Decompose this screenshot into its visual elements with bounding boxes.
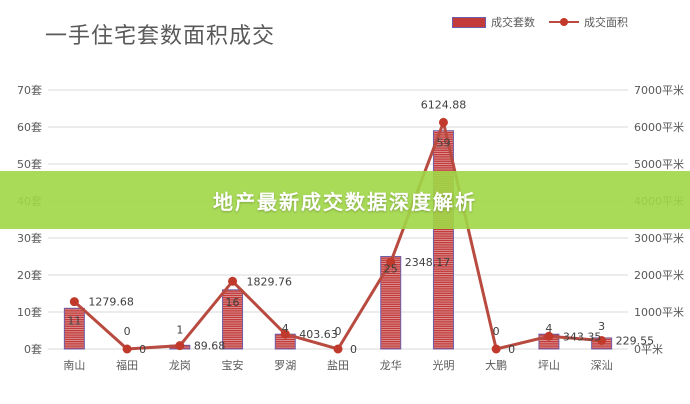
x-tick-label: 深汕 bbox=[591, 359, 613, 372]
line-data-label: 229.55 bbox=[616, 335, 655, 348]
y-right-tick-label: 2000平米 bbox=[634, 269, 684, 282]
y-right-tick-label: 5000平米 bbox=[634, 158, 684, 171]
bar-data-label: 3 bbox=[598, 320, 605, 333]
x-tick-label: 龙岗 bbox=[169, 359, 191, 372]
legend-line-swatch bbox=[549, 18, 579, 26]
bar bbox=[63, 307, 85, 350]
y-left-tick-label: 30套 bbox=[17, 232, 42, 245]
line-point bbox=[544, 331, 554, 341]
bar-data-label: 11 bbox=[67, 314, 81, 327]
bar-data-label: 0 bbox=[335, 325, 342, 338]
y-left-tick-label: 10套 bbox=[17, 306, 42, 319]
bar-data-label: 0 bbox=[124, 325, 131, 338]
x-tick-label: 光明 bbox=[432, 358, 454, 372]
chart-title: 一手住宅套数面积成交 bbox=[45, 24, 276, 49]
line-point bbox=[175, 341, 185, 351]
x-tick-label: 南山 bbox=[63, 359, 85, 372]
line-data-label: 1279.68 bbox=[88, 296, 134, 309]
x-tick-label: 福田 bbox=[116, 358, 138, 372]
bar-data-label: 59 bbox=[436, 137, 450, 150]
y-right-tick-label: 0平米 bbox=[634, 343, 663, 356]
y-left-tick-label: 50套 bbox=[17, 158, 42, 171]
line-point bbox=[333, 344, 343, 354]
line-data-label: 0 bbox=[508, 343, 515, 356]
bar-data-label: 25 bbox=[384, 263, 398, 276]
y-right-tick-label: 7000平米 bbox=[634, 84, 684, 97]
legend-bar-swatch bbox=[452, 16, 486, 28]
bar bbox=[222, 289, 244, 350]
line-point bbox=[69, 297, 79, 307]
line-data-label: 6124.88 bbox=[421, 98, 467, 111]
bar-data-label: 16 bbox=[226, 296, 240, 309]
line-point bbox=[491, 344, 501, 354]
legend-bar-label: 成交套数 bbox=[491, 16, 535, 29]
x-tick-label: 大鹏 bbox=[485, 358, 507, 372]
legend: 成交套数 成交面积 bbox=[452, 14, 628, 30]
y-left-tick-label: 60套 bbox=[17, 121, 42, 134]
line-data-label: 1829.76 bbox=[247, 275, 293, 288]
bar-data-label: 4 bbox=[545, 322, 552, 335]
legend-line-label: 成交面积 bbox=[584, 16, 628, 29]
x-tick-label: 罗湖 bbox=[274, 359, 296, 372]
overlay-banner: 地产最新成交数据深度解析 bbox=[0, 171, 690, 229]
series-line bbox=[73, 117, 602, 351]
y-left-tick-label: 20套 bbox=[17, 269, 42, 282]
line-data-label: 0 bbox=[350, 343, 357, 356]
x-tick-label: 宝安 bbox=[222, 358, 244, 372]
line-point bbox=[438, 117, 448, 127]
x-tick-label: 龙华 bbox=[380, 358, 402, 372]
y-left-tick-label: 0套 bbox=[24, 343, 42, 356]
x-tick-label: 坪山 bbox=[538, 359, 560, 372]
x-tick-label: 盐田 bbox=[327, 359, 349, 372]
bar-data-label: 0 bbox=[493, 325, 500, 338]
y-right-tick-label: 1000平米 bbox=[634, 306, 684, 319]
line-point bbox=[122, 344, 132, 354]
y-right-tick-label: 6000平米 bbox=[634, 121, 684, 134]
bar bbox=[380, 256, 402, 350]
line-data-label: 403.63 bbox=[299, 328, 338, 341]
line-point bbox=[386, 257, 396, 267]
line-data-label: 89.68 bbox=[194, 340, 226, 353]
line-point bbox=[228, 276, 238, 286]
bar bbox=[432, 130, 454, 350]
bar-data-label: 4 bbox=[282, 322, 289, 335]
line-data-label: 0 bbox=[139, 343, 146, 356]
bar-data-label: 1 bbox=[176, 323, 183, 336]
line-point bbox=[597, 336, 607, 346]
y-left-tick-label: 70套 bbox=[17, 84, 42, 97]
y-right-tick-label: 3000平米 bbox=[634, 232, 684, 245]
banner-text: 地产最新成交数据深度解析 bbox=[213, 189, 477, 214]
line-data-label: 343.35 bbox=[563, 330, 602, 343]
line-point bbox=[280, 329, 290, 339]
line-data-label: 2348.17 bbox=[405, 256, 451, 269]
